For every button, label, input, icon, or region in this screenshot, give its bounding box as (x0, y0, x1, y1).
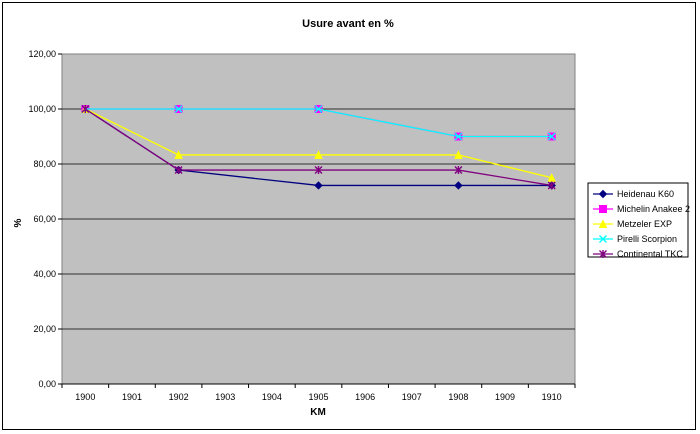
legend-label: Continental TKC (617, 249, 683, 259)
x-tick-label: 1907 (402, 392, 422, 402)
legend-label: Pirelli Scorpion (617, 234, 677, 244)
legend-item: Heidenau K60 (593, 189, 674, 199)
x-tick-label: 1908 (448, 392, 468, 402)
data-point (454, 150, 463, 159)
data-point (314, 181, 323, 190)
data-point (454, 132, 463, 141)
legend-item: Continental TKC (593, 249, 683, 259)
legend-item: Michelin Anakee 2 (593, 204, 690, 214)
x-axis-ticks: 1900 1901 1902 1903 1904 1905 1906 1907 1908 1909… (61, 383, 576, 402)
y-tick-label: 120,00 (28, 49, 56, 59)
data-point (174, 150, 183, 159)
x-tick-label: 1904 (262, 392, 282, 402)
series-metzeler-exp (81, 104, 556, 182)
chart-title: Usure avant en % (302, 18, 394, 30)
x-tick-label: 1901 (122, 392, 142, 402)
data-point (314, 105, 323, 113)
data-point (547, 181, 556, 190)
x-tick-label: 1902 (169, 392, 189, 402)
y-axis-label: % (13, 218, 24, 227)
legend-marker (598, 189, 608, 199)
legend-label: Heidenau K60 (617, 189, 674, 199)
series-group (81, 104, 556, 190)
data-point (547, 132, 556, 141)
x-tick-label: 1906 (355, 392, 375, 402)
legend-label: Michelin Anakee 2 (617, 204, 690, 214)
y-tick-label: 0,00 (38, 379, 56, 389)
legend-marker (599, 235, 607, 243)
data-point (454, 181, 463, 190)
y-tick-label: 40,00 (33, 269, 56, 279)
data-point (314, 166, 323, 175)
y-tick-label: 20,00 (33, 324, 56, 334)
x-tick-label: 1900 (75, 392, 95, 402)
legend-marker (598, 219, 608, 228)
y-tick-label: 80,00 (33, 159, 56, 169)
x-tick-label: 1909 (495, 392, 515, 402)
y-axis-ticks: 0,00 20,00 40,00 60,00 80,00 100,00 120,00 (28, 49, 62, 389)
legend-marker (599, 250, 607, 258)
x-tick-label: 1903 (215, 392, 235, 402)
data-point (314, 150, 323, 159)
legend-item: Pirelli Scorpion (593, 234, 677, 244)
data-point (454, 166, 463, 175)
data-point (547, 173, 556, 182)
legend-marker (599, 205, 607, 213)
legend-item: Metzeler EXP (593, 219, 672, 229)
data-point (81, 105, 90, 113)
y-tick-label: 100,00 (28, 104, 56, 114)
x-tick-label: 1905 (308, 392, 328, 402)
legend: Heidenau K60 Michelin Anakee 2 Metzeler EX… (587, 182, 690, 259)
y-tick-label: 60,00 (33, 214, 56, 224)
data-point (174, 166, 183, 175)
x-axis-label: KM (310, 407, 326, 418)
series-continental-tkc (81, 105, 556, 190)
data-point (174, 105, 183, 113)
x-tick-label: 1910 (542, 392, 562, 402)
legend-label: Metzeler EXP (617, 219, 672, 229)
